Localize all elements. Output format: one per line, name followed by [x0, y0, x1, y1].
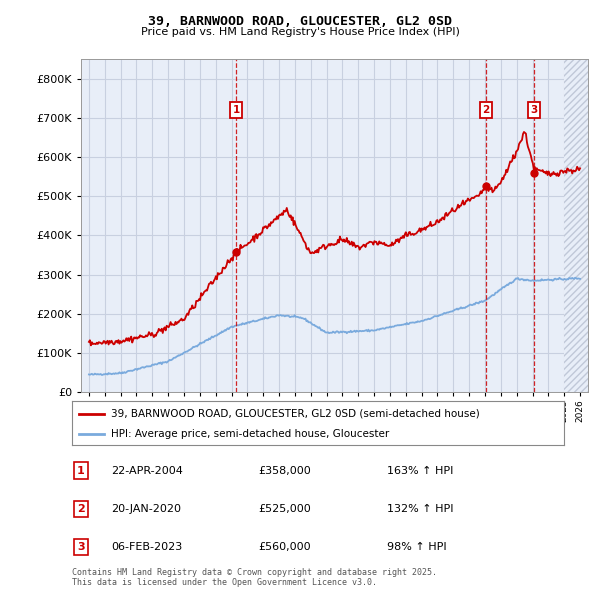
Text: 2: 2	[77, 504, 85, 514]
Text: £560,000: £560,000	[258, 542, 311, 552]
Text: £525,000: £525,000	[258, 504, 311, 514]
Text: 39, BARNWOOD ROAD, GLOUCESTER, GL2 0SD: 39, BARNWOOD ROAD, GLOUCESTER, GL2 0SD	[148, 15, 452, 28]
Text: 20-JAN-2020: 20-JAN-2020	[111, 504, 181, 514]
Text: £358,000: £358,000	[258, 466, 311, 476]
Text: 3: 3	[77, 542, 85, 552]
Text: HPI: Average price, semi-detached house, Gloucester: HPI: Average price, semi-detached house,…	[112, 430, 389, 440]
Text: 1: 1	[77, 466, 85, 476]
Text: 98% ↑ HPI: 98% ↑ HPI	[387, 542, 446, 552]
Text: 3: 3	[530, 105, 538, 115]
Text: 39, BARNWOOD ROAD, GLOUCESTER, GL2 0SD (semi-detached house): 39, BARNWOOD ROAD, GLOUCESTER, GL2 0SD (…	[112, 409, 480, 418]
Text: 163% ↑ HPI: 163% ↑ HPI	[387, 466, 454, 476]
Text: 22-APR-2004: 22-APR-2004	[111, 466, 183, 476]
Text: Price paid vs. HM Land Registry's House Price Index (HPI): Price paid vs. HM Land Registry's House …	[140, 27, 460, 37]
Bar	[564, 59, 588, 392]
Text: 06-FEB-2023: 06-FEB-2023	[111, 542, 182, 552]
Text: 2: 2	[482, 105, 490, 115]
Text: Contains HM Land Registry data © Crown copyright and database right 2025.
This d: Contains HM Land Registry data © Crown c…	[72, 568, 437, 587]
Text: 132% ↑ HPI: 132% ↑ HPI	[387, 504, 454, 514]
Text: 1: 1	[233, 105, 240, 115]
Bar	[564, 59, 588, 392]
